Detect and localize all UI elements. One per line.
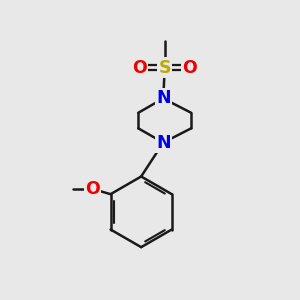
Text: N: N (156, 89, 171, 107)
Text: O: O (85, 180, 100, 198)
Text: O: O (132, 58, 147, 76)
Text: O: O (182, 58, 197, 76)
Text: S: S (158, 58, 171, 76)
Text: N: N (156, 134, 171, 152)
